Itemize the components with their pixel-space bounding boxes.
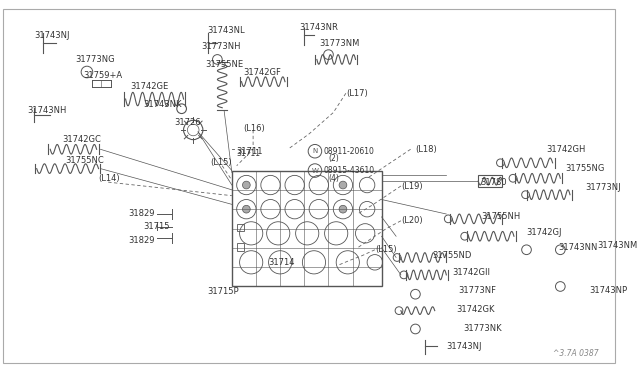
Text: 31742GF: 31742GF [243,67,282,77]
Text: 08911-20610: 08911-20610 [324,147,374,156]
Text: (L17): (L17) [346,89,367,98]
Text: 31743NJ: 31743NJ [446,342,482,351]
Bar [237,224,244,231]
Bar [478,175,502,187]
Text: 31742GK: 31742GK [456,305,495,314]
Text: (L16): (L16) [243,124,265,132]
Text: 31773NH: 31773NH [201,42,241,51]
Text: 31755NH: 31755NH [481,212,520,221]
Text: 08915-43610: 08915-43610 [324,166,375,175]
Text: 31773NM: 31773NM [319,39,359,48]
Circle shape [339,181,347,189]
Text: 31743NL: 31743NL [208,26,245,35]
Text: ^3.7A 0387: ^3.7A 0387 [554,349,599,358]
Text: 31743NH: 31743NH [27,106,67,115]
Text: 31714: 31714 [269,258,295,267]
Text: (L18): (L18) [415,145,437,154]
Circle shape [243,181,250,189]
Text: (L15): (L15) [211,158,232,167]
Text: 31773NF: 31773NF [458,286,496,295]
Text: 31743NR: 31743NR [300,23,339,32]
Text: 31755NE: 31755NE [205,60,243,69]
Text: (4): (4) [328,174,339,183]
Text: 31742GE: 31742GE [131,82,169,91]
Text: (L15): (L15) [375,245,396,254]
Text: (2): (2) [328,154,339,163]
Text: W: W [312,167,318,174]
Text: 31711: 31711 [237,149,260,158]
Text: 31743NP: 31743NP [589,286,627,295]
Text: 31773NK: 31773NK [464,324,502,333]
Text: 31743NK: 31743NK [143,100,182,109]
Text: 31711: 31711 [237,147,263,156]
Text: 31773NJ: 31773NJ [586,183,621,192]
Text: (L20): (L20) [401,216,422,225]
Text: 31715P: 31715P [208,287,239,296]
Text: 31773NG: 31773NG [76,55,115,64]
Text: 31726: 31726 [174,118,200,127]
Text: 31743NN: 31743NN [558,243,598,252]
Text: 31755NC: 31755NC [66,156,104,166]
Bar [232,170,381,286]
Text: 31759+A: 31759+A [83,71,122,80]
Text: 31829: 31829 [129,209,155,218]
Text: 31755NG: 31755NG [565,164,605,173]
Text: 31742GJ: 31742GJ [527,228,562,237]
Text: N: N [312,148,317,154]
Text: 31715: 31715 [143,222,170,231]
Text: (L14): (L14) [99,174,120,183]
Text: 31743NM: 31743NM [597,241,637,250]
Text: 31743NJ: 31743NJ [34,31,69,40]
Circle shape [243,205,250,213]
Text: 31755ND: 31755ND [432,251,471,260]
Text: 31742GH: 31742GH [546,145,585,154]
Text: 31742GII: 31742GII [452,269,490,278]
Text: 31780: 31780 [480,178,507,187]
Circle shape [339,205,347,213]
Text: 31829: 31829 [129,235,155,245]
Text: 31742GC: 31742GC [63,135,102,144]
Text: (L19): (L19) [401,182,422,190]
Bar [237,243,244,251]
